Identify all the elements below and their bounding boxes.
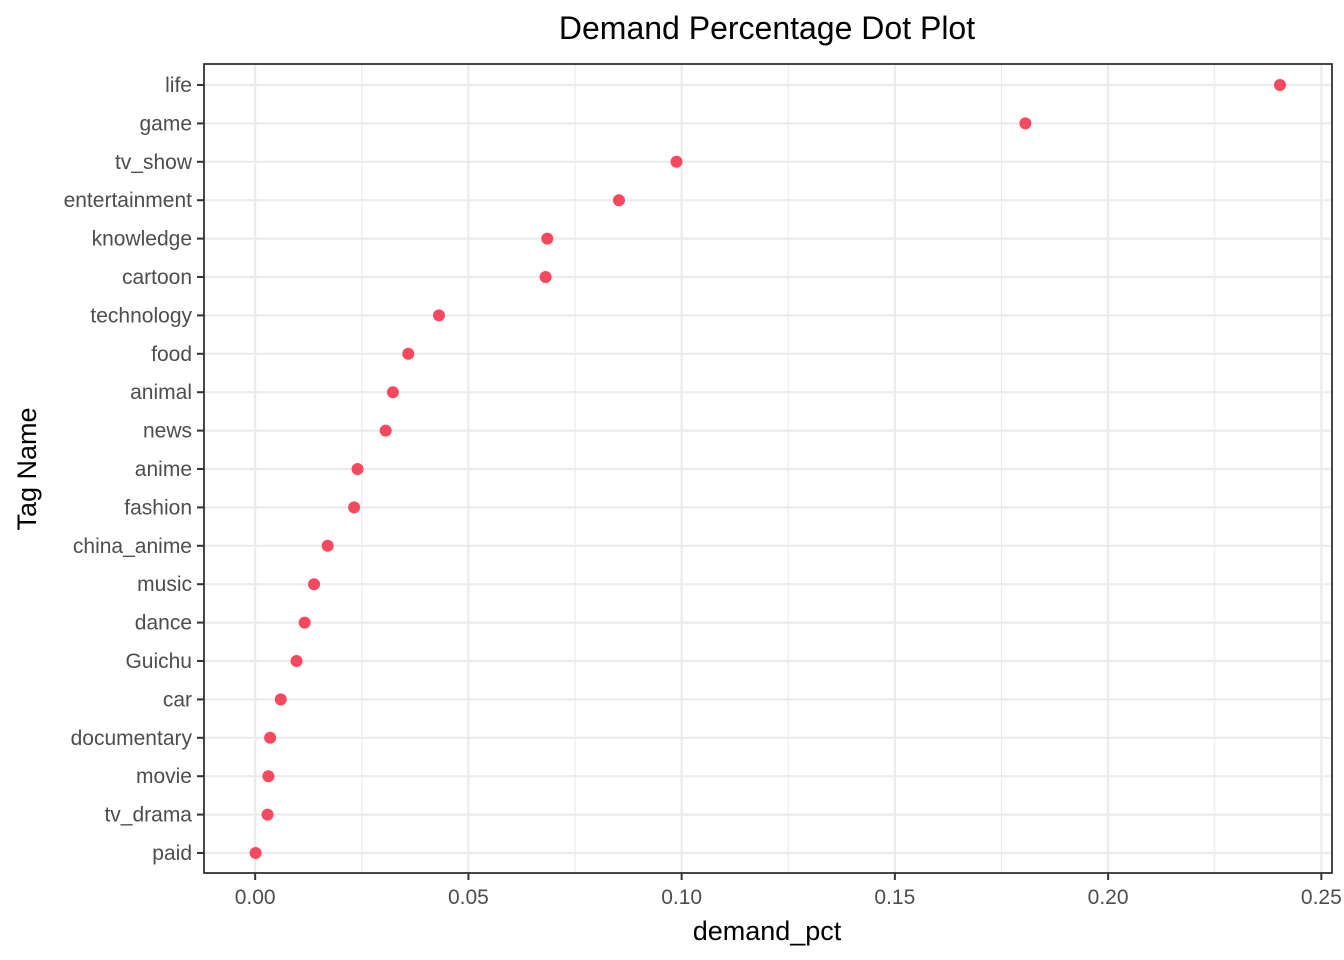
data-point <box>348 501 361 514</box>
y-tick-label: paid <box>152 842 192 865</box>
x-tick-label: 0.20 <box>1088 886 1129 909</box>
x-tick-label: 0.00 <box>235 886 276 909</box>
data-point <box>298 616 311 629</box>
y-tick-label: china_anime <box>73 535 192 558</box>
data-point <box>612 194 625 207</box>
x-tick-label: 0.10 <box>661 886 702 909</box>
y-tick-label: documentary <box>71 727 193 750</box>
data-point <box>402 347 415 360</box>
data-point <box>261 808 274 821</box>
data-point <box>321 539 334 552</box>
chart-title: Demand Percentage Dot Plot <box>559 10 975 46</box>
x-tick-label: 0.05 <box>448 886 489 909</box>
y-tick-label: technology <box>90 304 192 327</box>
data-point <box>1273 79 1286 91</box>
x-axis-title: demand_pct <box>693 916 842 946</box>
y-tick-label: food <box>151 343 192 366</box>
data-point <box>541 232 554 245</box>
data-point <box>1019 117 1032 130</box>
data-point <box>264 731 277 744</box>
y-tick-label: Guichu <box>125 650 192 673</box>
data-point <box>308 578 321 591</box>
y-tick-label: game <box>139 112 192 135</box>
data-point <box>432 309 445 322</box>
data-point <box>351 463 364 475</box>
y-tick-label: cartoon <box>122 266 192 289</box>
y-tick-label: knowledge <box>92 228 192 251</box>
y-tick-label: entertainment <box>64 189 193 212</box>
data-point <box>274 693 287 706</box>
y-axis-title: Tag Name <box>12 407 42 530</box>
data-point <box>539 271 552 283</box>
x-axis: 0.00 0.05 0.10 0.15 0.20 0.25 <box>235 873 1342 909</box>
data-point <box>386 386 399 399</box>
data-point <box>290 655 303 667</box>
data-point <box>249 847 262 859</box>
y-tick-label: anime <box>135 458 192 481</box>
y-tick-label: music <box>137 573 192 596</box>
data-point <box>670 155 683 168</box>
y-tick-label: animal <box>130 381 192 404</box>
y-tick-label: movie <box>136 765 192 788</box>
data-point <box>379 424 392 437</box>
y-tick-label: dance <box>135 612 192 635</box>
y-tick-label: fashion <box>124 496 192 519</box>
y-tick-label: life <box>165 74 192 97</box>
x-tick-label: 0.25 <box>1301 886 1342 909</box>
data-points <box>249 79 1286 859</box>
gridlines <box>204 64 1332 873</box>
x-tick-label: 0.15 <box>874 886 915 909</box>
data-point <box>262 770 275 783</box>
y-axis: life game tv_show entertainment knowledge car… <box>64 74 204 865</box>
y-tick-label: tv_show <box>115 151 193 174</box>
y-tick-label: tv_drama <box>104 804 192 827</box>
y-tick-label: news <box>143 420 192 443</box>
y-tick-label: car <box>163 688 192 711</box>
